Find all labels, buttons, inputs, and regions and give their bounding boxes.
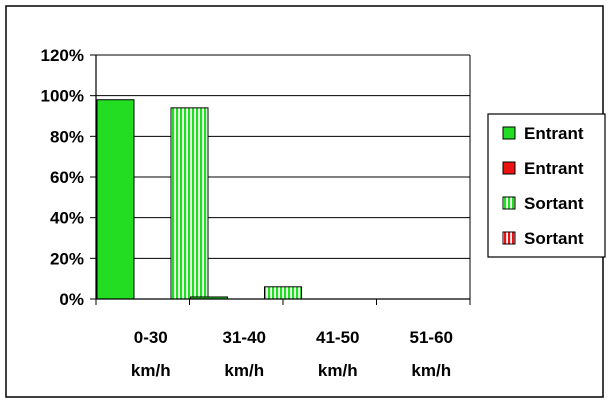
bar: [96, 99, 135, 300]
legend-label: Entrant: [524, 124, 584, 143]
x-tick-label: km/h: [411, 361, 451, 380]
legend-label: Sortant: [524, 229, 584, 248]
legend-swatch: [502, 126, 516, 140]
x-tick-label: km/h: [318, 361, 358, 380]
y-tick-label: 0%: [59, 290, 84, 309]
bar: [264, 286, 302, 300]
legend-label: Entrant: [524, 159, 584, 178]
y-tick-label: 40%: [50, 209, 84, 228]
y-tick-label: 100%: [41, 87, 84, 106]
x-tick-label: km/h: [131, 361, 171, 380]
x-tick-label: 41-50: [316, 328, 359, 347]
y-tick-label: 60%: [50, 168, 84, 187]
legend-swatch: [502, 161, 516, 175]
y-tick-label: 80%: [50, 127, 84, 146]
bar: [170, 107, 209, 300]
x-tick-label: 51-60: [410, 328, 453, 347]
legend-swatch: [502, 231, 516, 245]
y-tick-label: 120%: [41, 46, 84, 65]
y-tick-label: 20%: [50, 249, 84, 268]
x-tick-label: km/h: [224, 361, 264, 380]
legend-swatch: [502, 196, 516, 210]
legend-label: Sortant: [524, 194, 584, 213]
x-tick-label: 0-30: [134, 328, 168, 347]
x-tick-label: 31-40: [223, 328, 266, 347]
